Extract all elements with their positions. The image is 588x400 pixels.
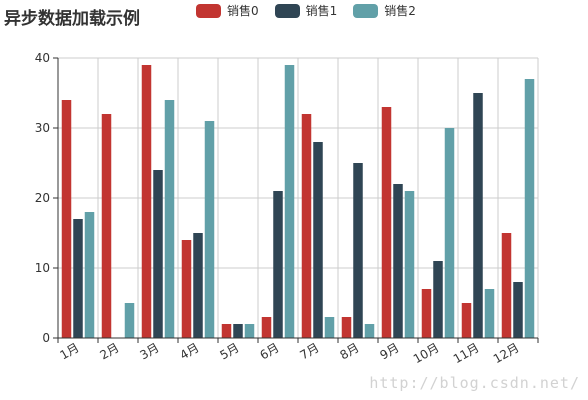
x-tick-label-11: 12月 bbox=[491, 340, 522, 366]
x-tick-label-2: 3月 bbox=[137, 340, 161, 362]
y-tick-label-4: 40 bbox=[35, 51, 50, 65]
bar-series-1-11 bbox=[513, 282, 523, 338]
x-tick-label-10: 11月 bbox=[451, 340, 482, 366]
legend-item-series-1[interactable]: 销售1 bbox=[274, 2, 338, 19]
legend: 销售0 销售1 销售2 bbox=[196, 2, 432, 19]
bar-series-2-6 bbox=[324, 317, 335, 338]
y-tick-label-2: 20 bbox=[35, 191, 50, 205]
bar-series-2-7 bbox=[364, 324, 375, 338]
bar-series-0-2 bbox=[141, 65, 152, 338]
bar-series-2-8 bbox=[404, 191, 415, 338]
legend-item-series-2[interactable]: 销售2 bbox=[353, 2, 416, 19]
bar-series-1-0 bbox=[73, 219, 83, 338]
bar-series-2-0 bbox=[84, 212, 95, 338]
watermark: http://blog.csdn.net/ bbox=[369, 374, 580, 392]
bar-series-0-10 bbox=[461, 303, 472, 338]
x-tick-label-1: 2月 bbox=[97, 340, 121, 362]
legend-label-series-0: 销售0 bbox=[227, 4, 259, 18]
bar-series-2-4 bbox=[244, 324, 255, 338]
x-tick-label-8: 9月 bbox=[377, 340, 401, 362]
y-tick-label-1: 10 bbox=[35, 261, 50, 275]
bar-series-2-11 bbox=[524, 79, 535, 338]
chart-title: 异步数据加载示例 bbox=[4, 9, 140, 29]
bar-series-1-10 bbox=[473, 93, 483, 338]
x-tick-label-3: 4月 bbox=[177, 340, 201, 362]
legend-label-series-1: 销售1 bbox=[305, 4, 338, 18]
legend-swatch-series-0 bbox=[196, 3, 221, 18]
legend-swatch-series-1 bbox=[274, 3, 300, 18]
bar-series-2-3 bbox=[204, 121, 215, 338]
bar-series-0-8 bbox=[381, 107, 392, 338]
bar-series-2-5 bbox=[284, 65, 295, 338]
bar-series-0-7 bbox=[341, 317, 352, 338]
bar-series-1-9 bbox=[433, 261, 443, 338]
bar-series-2-1 bbox=[124, 303, 135, 338]
bar-series-2-9 bbox=[444, 128, 455, 338]
bar-series-1-4 bbox=[233, 324, 243, 338]
bar-series-0-6 bbox=[301, 114, 312, 338]
legend-swatch-series-2 bbox=[353, 3, 379, 18]
x-tick-label-5: 6月 bbox=[257, 340, 281, 362]
bars-layer bbox=[61, 65, 535, 338]
bar-series-0-11 bbox=[501, 233, 512, 338]
grid-layer bbox=[58, 57, 539, 338]
y-tick-label-0: 0 bbox=[42, 331, 50, 345]
x-tick-label-9: 10月 bbox=[411, 340, 442, 366]
y-tick-label-3: 30 bbox=[35, 121, 50, 135]
legend-item-series-0[interactable]: 销售0 bbox=[196, 2, 259, 19]
x-tick-label-6: 7月 bbox=[297, 340, 321, 362]
legend-label-series-2: 销售2 bbox=[384, 4, 416, 18]
bar-series-0-5 bbox=[261, 317, 272, 338]
bar-series-0-0 bbox=[61, 100, 72, 338]
bar-series-0-3 bbox=[181, 240, 192, 338]
bar-series-2-10 bbox=[484, 289, 495, 338]
bar-series-0-1 bbox=[101, 114, 112, 338]
bar-series-1-7 bbox=[353, 163, 363, 338]
bar-series-0-9 bbox=[421, 289, 432, 338]
bar-series-2-2 bbox=[164, 100, 175, 338]
bar-series-1-3 bbox=[193, 233, 203, 338]
bar-series-1-6 bbox=[313, 142, 323, 338]
bar-series-0-4 bbox=[221, 324, 232, 338]
x-tick-label-7: 8月 bbox=[337, 340, 361, 362]
bar-series-1-2 bbox=[153, 170, 163, 338]
x-tick-label-4: 5月 bbox=[217, 340, 241, 362]
bar-series-1-8 bbox=[393, 184, 403, 338]
bar-series-1-5 bbox=[273, 191, 283, 338]
x-tick-label-0: 1月 bbox=[57, 340, 81, 362]
